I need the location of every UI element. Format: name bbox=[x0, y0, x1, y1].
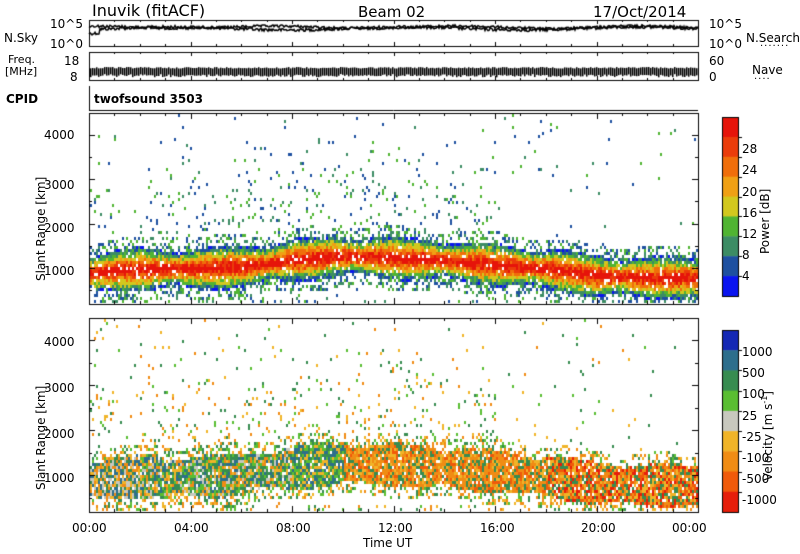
vel-cbar-tick-m500: -500 bbox=[742, 472, 770, 486]
time-tick-0: 00:00 bbox=[72, 521, 107, 535]
power-ytick-1000: 1000 bbox=[44, 264, 75, 278]
power-cbar-tick-28: 28 bbox=[742, 142, 758, 156]
nsky-tick-top: 10^5 bbox=[50, 17, 83, 31]
time-tick-8: 08:00 bbox=[276, 521, 311, 535]
nsearch-tick-bottom: 10^0 bbox=[709, 37, 742, 51]
freq-label-line2: [MHz] bbox=[5, 65, 38, 78]
time-tick-12: 12:00 bbox=[378, 521, 413, 535]
time-tick-16: 16:00 bbox=[480, 521, 515, 535]
vel-cbar-tick-m25: -25 bbox=[742, 430, 762, 444]
time-axis-label: Time UT bbox=[363, 536, 413, 550]
nave-label: Nave bbox=[752, 63, 783, 77]
station-title: Inuvik (fitACF) bbox=[92, 1, 206, 20]
nave-tick-bottom: 0 bbox=[709, 70, 717, 84]
power-cbar-tick-12: 12 bbox=[742, 227, 758, 241]
freq-tick-top: 18 bbox=[64, 54, 80, 68]
time-tick-24: 00:00 bbox=[672, 521, 707, 535]
nsky-tick-bottom: 10^0 bbox=[50, 37, 83, 51]
nsearch-tick-top: 10^5 bbox=[709, 17, 742, 31]
vel-cbar-tick-m1000: -1000 bbox=[742, 493, 777, 507]
power-ytick-3000: 3000 bbox=[44, 178, 75, 192]
velocity-ytick-3000: 3000 bbox=[44, 381, 75, 395]
power-cbar-tick-8: 8 bbox=[742, 248, 750, 262]
beam-title: Beam 02 bbox=[358, 3, 426, 21]
power-colorbar-label: Power [dB] bbox=[758, 188, 772, 254]
nave-dots: .... bbox=[754, 71, 771, 82]
freq-label-line1: Freq. bbox=[8, 53, 36, 66]
nave-tick-top: 60 bbox=[709, 54, 725, 68]
power-ytick-2000: 2000 bbox=[44, 221, 75, 235]
power-cbar-tick-16: 16 bbox=[742, 206, 758, 220]
cpid-program: twofsound 3503 bbox=[94, 92, 203, 106]
power-cbar-tick-20: 20 bbox=[742, 185, 758, 199]
vel-cbar-tick-1000: 1000 bbox=[742, 345, 773, 359]
velocity-colorbar-label: Velocity [m s-1] bbox=[760, 391, 775, 481]
velocity-ytick-4000: 4000 bbox=[44, 335, 75, 349]
nsearch-label: N.Search bbox=[746, 31, 800, 45]
nsearch-dots: ....... bbox=[760, 38, 790, 49]
nsky-label: N.Sky bbox=[4, 31, 39, 45]
power-ytick-4000: 4000 bbox=[44, 128, 75, 142]
time-tick-4: 04:00 bbox=[174, 521, 209, 535]
freq-tick-bottom: 8 bbox=[70, 70, 78, 84]
date-title: 17/Oct/2014 bbox=[593, 3, 687, 21]
cpid-label: CPID bbox=[6, 92, 39, 106]
vel-cbar-tick-m100: -100 bbox=[742, 451, 770, 465]
velocity-ytick-1000: 1000 bbox=[44, 471, 75, 485]
vel-cbar-tick-100: 100 bbox=[742, 387, 765, 401]
time-tick-20: 20:00 bbox=[581, 521, 616, 535]
vel-cbar-tick-25: 25 bbox=[742, 409, 758, 423]
power-cbar-tick-4: 4 bbox=[742, 269, 750, 283]
power-cbar-tick-24: 24 bbox=[742, 163, 758, 177]
velocity-ytick-2000: 2000 bbox=[44, 427, 75, 441]
vel-cbar-tick-500: 500 bbox=[742, 366, 765, 380]
